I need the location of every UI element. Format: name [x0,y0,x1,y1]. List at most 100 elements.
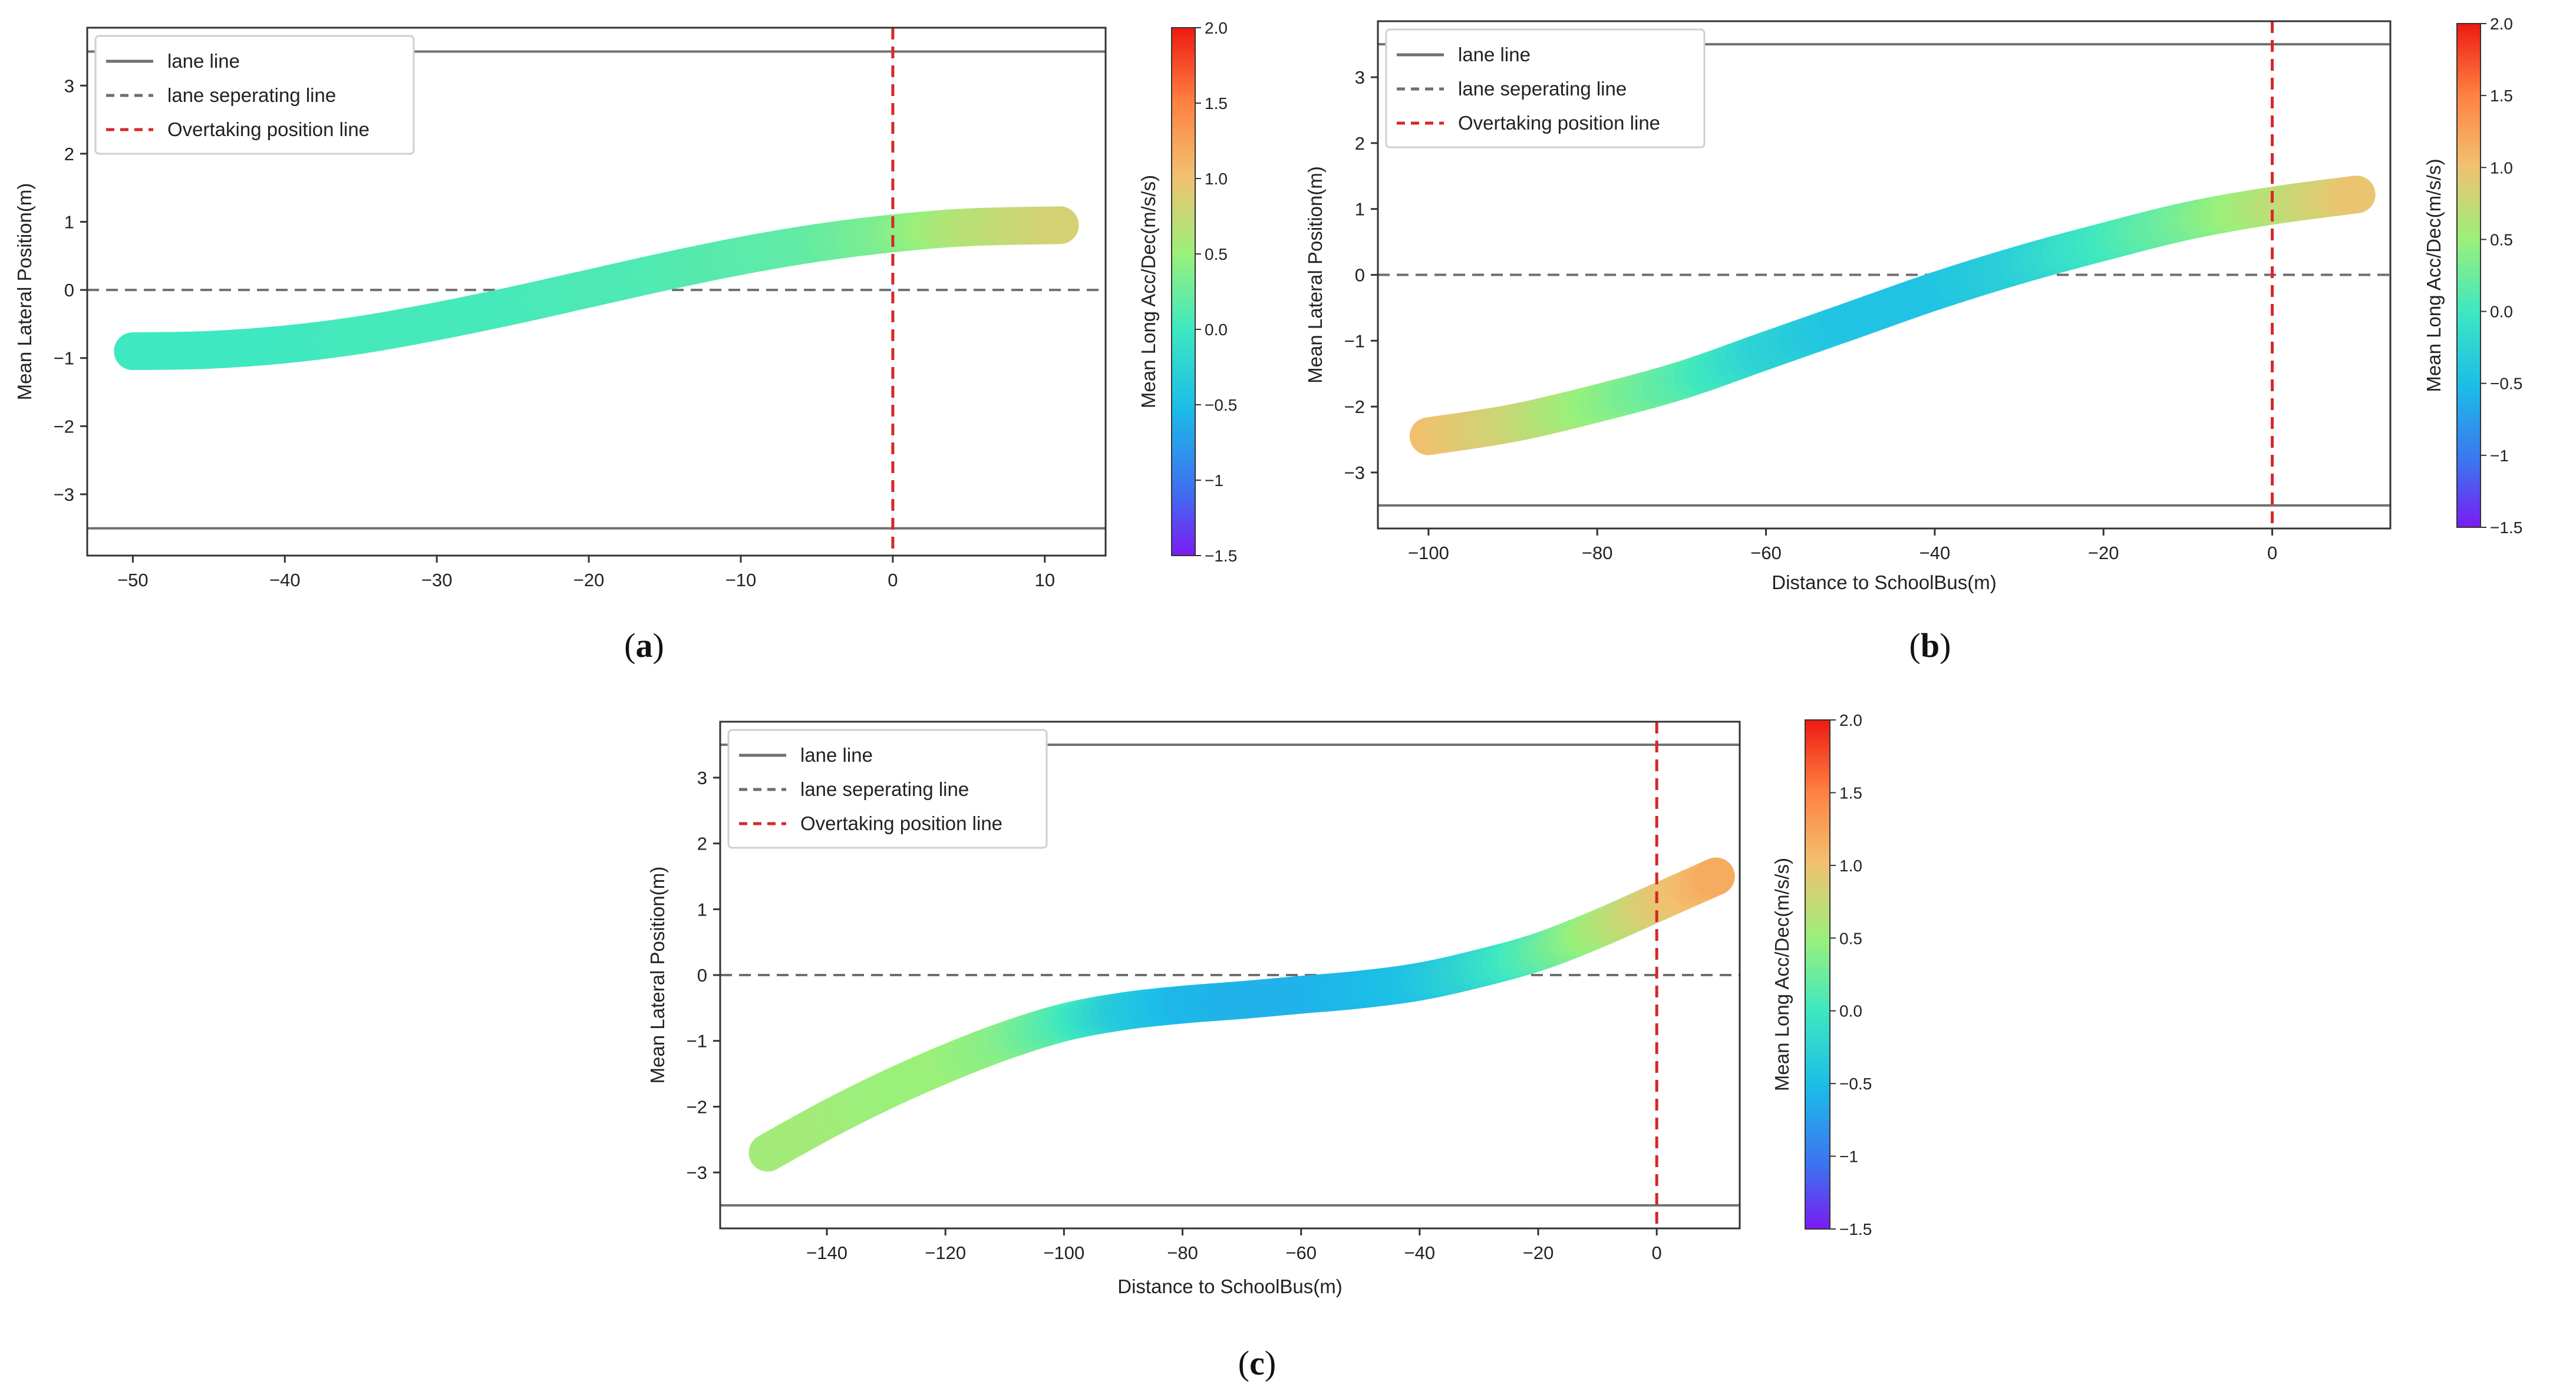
x-axis-label: Distance to SchoolBus(m) [1772,571,1996,593]
plot-frame [86,27,1107,557]
colorbar-tick-label: 0.0 [1205,321,1228,339]
legend-entry-separating-line-label: lane seperating line [800,778,969,800]
panel-caption: (b) [1909,626,1951,665]
x-tick-label: 0 [888,570,898,590]
colorbar-tick-label: 0.5 [1205,245,1228,263]
colorbar-gradient [1171,27,1196,556]
panel-b: −100 −80 −60 −40 −20 0 −3 −2 −1 0 1 2 3 Mean Lateral … [1304,15,2522,665]
colorbar-tick-label: −0.5 [1839,1075,1872,1093]
legend-box [1385,28,1706,148]
panel-caption-letter: a [636,626,653,665]
colorbar-tick-label: 1.0 [1839,857,1862,875]
colorbar-tick-label: 1.0 [1205,170,1228,188]
panel-caption: (a) [624,626,664,665]
colorbar: 2.0 1.5 1.0 0.5 0.0 −0.5 −1 −1.5 Mean Long Acc/D… [1137,19,1237,565]
y-axis-label: Mean Lateral Position(m) [647,867,668,1084]
y-tick-label: 3 [1355,67,1365,88]
legend-box [727,729,1048,849]
panel-caption-letter: b [1921,626,1940,665]
legend-entry-overtaking-line-label: Overtaking position line [800,812,1002,834]
x-tick-label: −40 [269,570,301,590]
legend-entry-separating-line-label: lane seperating line [1458,78,1627,100]
y-tick-label: 2 [697,834,707,854]
colorbar-tick-label: 0.0 [1839,1002,1862,1020]
legend-box [94,35,415,155]
x-tick-label: −60 [1285,1243,1317,1263]
trajectory-segment [1693,857,1735,897]
x-tick-label: −80 [1582,543,1613,563]
x-tick-label: −140 [806,1243,847,1263]
colorbar-tick-label: −1 [1839,1148,1858,1166]
y-tick-label: −1 [54,348,74,369]
legend: lane line lane seperating line Overtaking … [1385,28,1706,148]
y-tick-label: −2 [687,1096,707,1117]
y-tick-label: 3 [64,75,74,96]
colorbar-label: Mean Long Acc/Dec(m/s/s) [1137,175,1159,408]
panel-c: −140 −120 −100 −80 −60 −40 −20 0 −3 −2 −1 0 1 2 3 Mean … [647,711,1872,1382]
y-axis-label: Mean Lateral Position(m) [1304,166,1326,384]
x-tick-label: −100 [1408,543,1449,563]
colorbar-tick-label: 2.0 [1839,711,1862,729]
colorbar-tick-label: −1.5 [2490,518,2522,537]
x-tick-label: −40 [1919,543,1951,563]
y-tick-label: 3 [697,768,707,788]
y-tick-label: 1 [64,212,74,232]
legend-entry-overtaking-line-label: Overtaking position line [1458,112,1660,134]
y-tick-label: −1 [687,1031,707,1052]
colorbar-label: Mean Long Acc/Dec(m/s/s) [1771,858,1793,1091]
y-tick-label: −3 [54,484,74,505]
colorbar: 2.0 1.5 1.0 0.5 0.0 −0.5 −1 −1.5 Mean Long Acc/D… [2423,15,2522,537]
x-tick-label: −120 [925,1243,966,1263]
x-tick-label: −20 [1523,1243,1554,1263]
colorbar-tick-label: 1.0 [2490,158,2513,177]
colorbar-tick-label: −1 [2490,447,2509,465]
x-tick-label: 10 [1035,570,1055,590]
colorbar-gradient [1805,719,1830,1230]
y-tick-label: −3 [687,1162,707,1183]
y-tick-label: 0 [697,965,707,986]
y-tick-label: 0 [1355,265,1365,286]
x-tick-label: −100 [1043,1243,1084,1263]
colorbar-tick-label: 1.5 [2490,87,2513,105]
colorbar-tick-label: 1.5 [1839,784,1862,802]
x-tick-label: −20 [573,570,605,590]
x-tick-label: 0 [2267,543,2277,563]
x-axis-label: Distance to SchoolBus(m) [1117,1276,1342,1297]
x-tick-label: −20 [2088,543,2119,563]
legend-entry-lane-line-label: lane line [1458,44,1531,65]
y-tick-label: −2 [54,416,74,437]
colorbar-tick-label: −1.5 [1205,547,1237,565]
trajectory [748,857,1735,1172]
x-tick-label: 0 [1652,1243,1662,1263]
y-tick-label: −1 [1344,331,1365,351]
x-tick-label: −60 [1750,543,1782,563]
y-tick-label: 2 [64,144,74,164]
y-tick-label: −2 [1344,397,1365,417]
colorbar: 2.0 1.5 1.0 0.5 0.0 −0.5 −1 −1.5 Mean Long Acc/D… [1771,711,1872,1238]
colorbar-tick-label: −0.5 [1205,396,1237,414]
y-tick-label: 1 [697,899,707,920]
y-tick-label: −3 [1344,462,1365,483]
x-tick-label: −50 [117,570,149,590]
colorbar-tick-label: −1 [1205,471,1223,490]
legend-entry-overtaking-line-label: Overtaking position line [167,118,370,140]
y-tick-label: 1 [1355,199,1365,220]
x-tick-label: −10 [725,570,757,590]
panel-caption-letter: c [1249,1344,1265,1382]
legend-entry-lane-line-label: lane line [800,744,873,766]
y-tick-label: 0 [64,280,74,300]
colorbar-tick-label: −1.5 [1839,1220,1872,1238]
colorbar-tick-label: −0.5 [2490,375,2522,393]
x-tick-label: −40 [1404,1243,1436,1263]
panel-caption: (c) [1238,1344,1276,1382]
colorbar-tick-label: 1.5 [1205,94,1228,113]
x-tick-label: −30 [421,570,453,590]
legend-entry-separating-line-label: lane seperating line [167,84,336,106]
colorbar-tick-label: 2.0 [1205,19,1228,37]
colorbar-label: Mean Long Acc/Dec(m/s/s) [2423,158,2445,392]
legend: lane line lane seperating line Overtaking … [727,729,1048,849]
colorbar-tick-label: 0.5 [2490,230,2513,249]
trajectory-segment [2331,176,2376,214]
